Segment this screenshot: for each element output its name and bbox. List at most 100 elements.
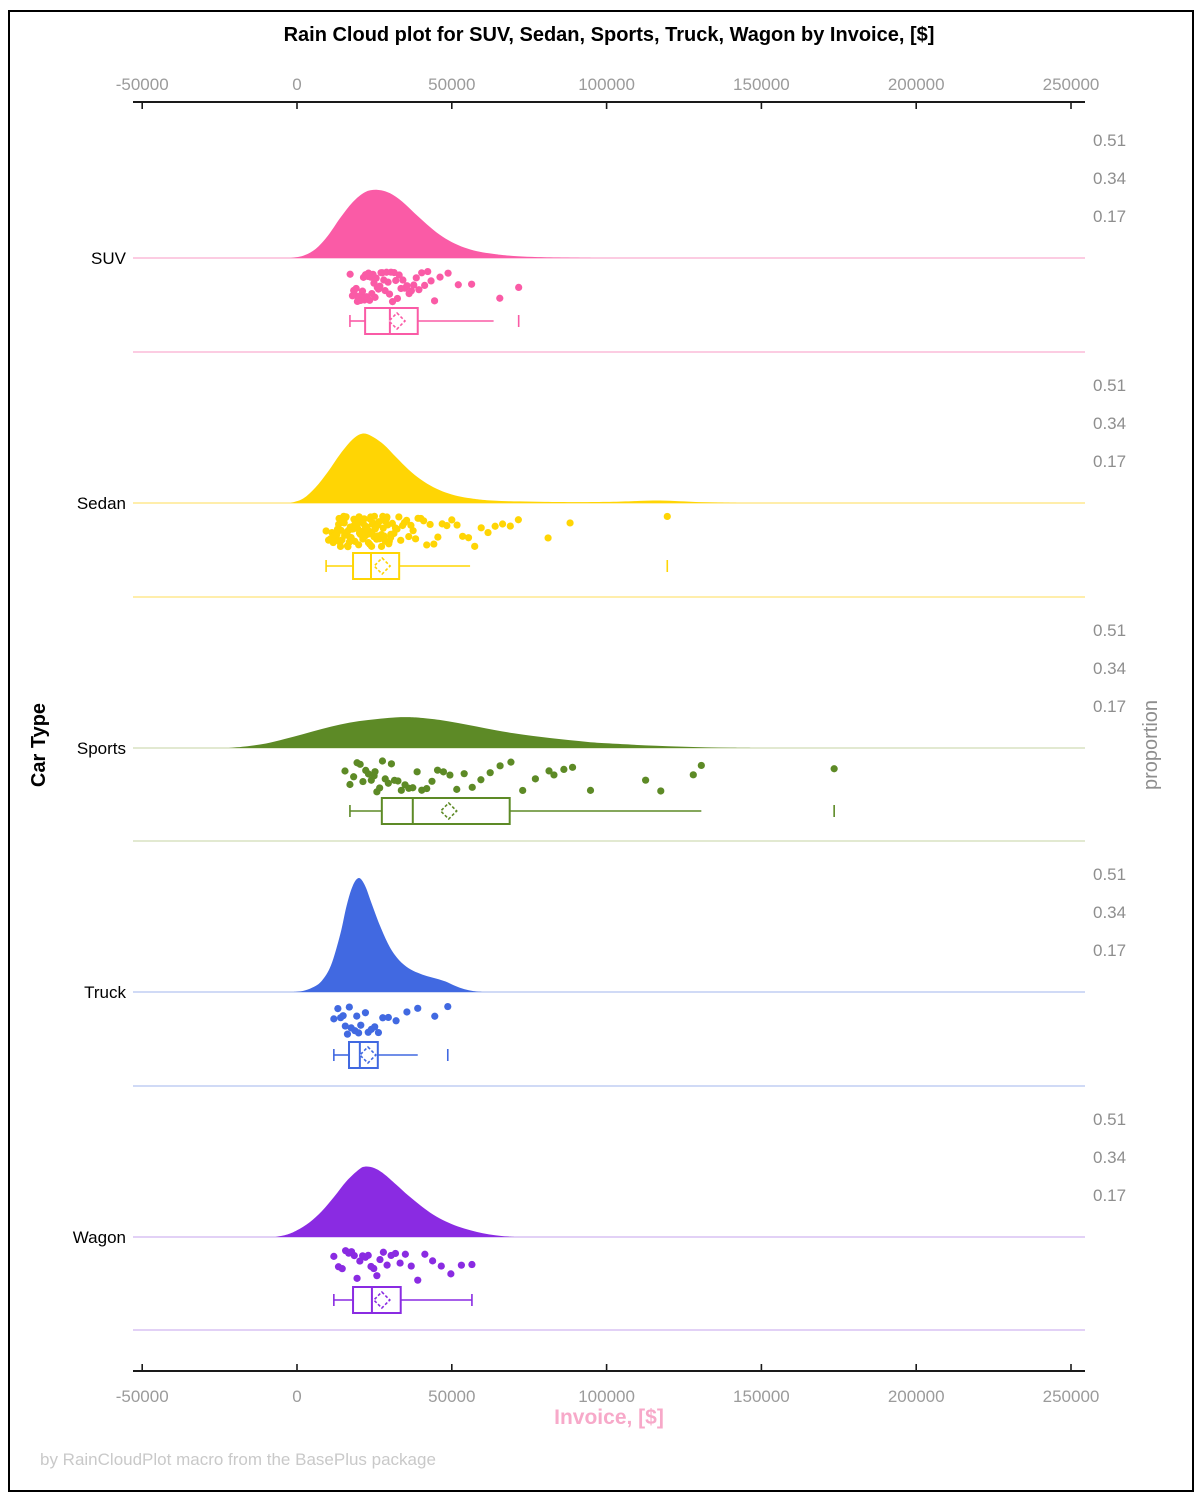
category-label-wagon: Wagon [73, 1228, 126, 1247]
rain-point [496, 762, 504, 770]
rain-point [355, 541, 363, 549]
rain-point [341, 1022, 349, 1030]
rain-point [586, 786, 595, 794]
rain-point [414, 1276, 422, 1284]
rain-point [379, 1248, 387, 1256]
rain-point [446, 771, 454, 779]
proportion-axis-title: proportion [1140, 700, 1162, 790]
proportion-tick-label: 0.51 [1093, 865, 1126, 884]
rain-point [394, 777, 402, 785]
x-axis-top-tick-label: 50000 [428, 75, 475, 94]
rain-point [336, 542, 345, 551]
rain-point [340, 519, 348, 527]
x-axis-bottom-tick-label: 50000 [428, 1387, 475, 1406]
rain-point [359, 777, 367, 786]
rain-point [378, 757, 387, 765]
x-axis-bottom: -50000 0 50000 100000 150000 200000 250000 [116, 1364, 1100, 1406]
rain-point [397, 536, 405, 544]
rain-point [371, 293, 379, 301]
rain-point [486, 769, 494, 777]
rain-point [392, 1017, 400, 1025]
rain-point [355, 1029, 363, 1037]
rain-point [426, 520, 434, 529]
rain-point [460, 770, 468, 778]
x-axis-top-tick-label: 150000 [733, 75, 790, 94]
rain-point [362, 528, 371, 536]
rain-point [427, 277, 435, 285]
rain-point [395, 271, 403, 279]
density-suv [290, 189, 592, 258]
rain-point [439, 768, 448, 776]
rain-point [342, 513, 350, 521]
panel-sedan: Sedan 0.51 0.34 0.17 [77, 376, 1126, 598]
density-truck [293, 878, 483, 992]
rain-point [519, 786, 527, 795]
x-axis-bottom-tick-label: 250000 [1043, 1387, 1100, 1406]
proportion-tick-label: 0.51 [1093, 1110, 1126, 1129]
chart-title: Rain Cloud plot for SUV, Sedan, Sports, … [283, 24, 935, 46]
rain-point [372, 274, 380, 282]
box-rect [352, 1286, 402, 1314]
rain-point [330, 1252, 338, 1260]
x-axis-top-tick-label: 0 [292, 75, 301, 94]
rain-point [330, 1015, 338, 1023]
category-label-suv: SUV [91, 249, 127, 268]
proportion-tick-label: 0.51 [1093, 621, 1126, 640]
rain-point [453, 785, 461, 793]
rain-point [484, 528, 492, 537]
rain-point [428, 777, 436, 785]
rain-point [385, 290, 394, 298]
rain-point [443, 521, 451, 530]
rain-point [349, 525, 358, 533]
footer-note: by RainCloudPlot macro from the BasePlus… [40, 1450, 436, 1469]
proportion-tick-label: 0.34 [1093, 169, 1126, 188]
proportion-tick-label: 0.34 [1093, 659, 1126, 678]
rain-point [350, 773, 358, 781]
rain-point [423, 784, 431, 793]
rain-point [420, 517, 428, 525]
rain-point [436, 273, 444, 281]
rain-point [560, 765, 568, 774]
proportion-tick-label: 0.17 [1093, 452, 1126, 471]
x-axis-top-tick-label: -50000 [116, 75, 169, 94]
rain-point [357, 515, 365, 524]
x-axis-bottom-tick-label: 150000 [733, 1387, 790, 1406]
rain-sedan [322, 512, 671, 551]
rain-point [468, 1260, 476, 1269]
rain-point [356, 760, 364, 768]
x-axis-bottom-tick-label: 100000 [578, 1387, 635, 1406]
rain-point [350, 1252, 358, 1260]
rain-point [531, 775, 539, 783]
rain-point [429, 1257, 437, 1265]
boxplot-sports [349, 797, 835, 825]
rain-point [477, 776, 485, 784]
rain-point [374, 1028, 383, 1037]
rain-point [464, 534, 473, 542]
rain-point [341, 767, 349, 775]
rain-point [346, 780, 354, 789]
proportion-tick-label: 0.34 [1093, 1148, 1126, 1167]
rain-point [387, 760, 396, 768]
rain-point [361, 1009, 370, 1017]
rain-point [384, 779, 392, 787]
rain-point [433, 766, 442, 774]
rain-point [371, 1023, 379, 1031]
rain-point [453, 521, 461, 529]
rain-point [491, 522, 499, 530]
rain-point [379, 1014, 387, 1022]
rain-point [514, 516, 522, 524]
rain-point [430, 540, 438, 548]
rain-point [376, 282, 384, 290]
rain-point [421, 1250, 429, 1258]
rain-point [403, 1008, 411, 1016]
rain-point [405, 532, 413, 541]
proportion-tick-label: 0.51 [1093, 131, 1126, 150]
rain-point [343, 1030, 352, 1038]
panel-wagon: Wagon 0.51 0.34 0.17 [73, 1110, 1126, 1331]
rain-point [345, 1003, 353, 1011]
rain-suv [346, 267, 523, 306]
rain-point [657, 787, 665, 795]
rain-point [364, 770, 373, 778]
rain-point [444, 1002, 452, 1011]
